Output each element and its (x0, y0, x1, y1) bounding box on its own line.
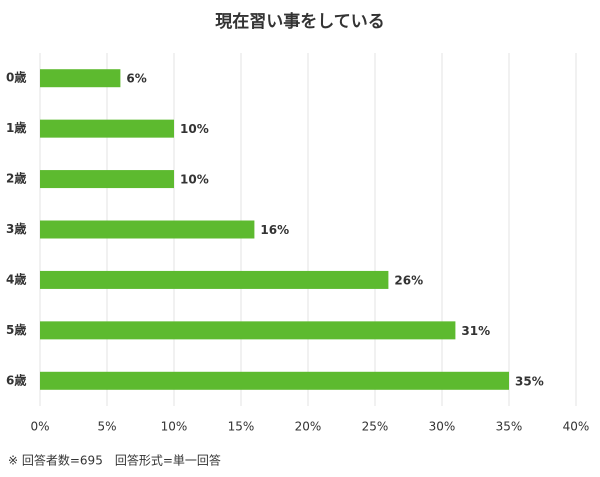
x-tick-label: 20% (295, 420, 322, 434)
value-label: 16% (260, 223, 289, 237)
y-tick-label: 6歳 (6, 372, 26, 387)
bar (40, 69, 121, 88)
chart-title: 現在習い事をしている (215, 11, 385, 32)
bar (40, 119, 174, 138)
bar (40, 321, 456, 340)
y-tick-label: 2歳 (6, 171, 26, 186)
x-tick-label: 35% (496, 420, 523, 434)
y-tick-label: 1歳 (6, 120, 26, 135)
value-label: 31% (461, 324, 490, 338)
x-tick-label: 15% (228, 420, 255, 434)
x-tick-label: 40% (563, 420, 590, 434)
value-label: 10% (180, 173, 209, 187)
x-tick-label: 25% (362, 420, 389, 434)
y-tick-label: 0歳 (6, 70, 26, 85)
bar (40, 220, 255, 239)
value-label: 10% (180, 122, 209, 136)
y-tick-label: 3歳 (6, 221, 26, 236)
footnote: ※ 回答者数=695 回答形式=単一回答 (8, 453, 221, 468)
x-tick-label: 5% (97, 420, 116, 434)
y-tick-label: 5歳 (6, 322, 26, 337)
x-tick-label: 0% (30, 420, 49, 434)
value-label: 6% (126, 72, 146, 86)
value-label: 35% (515, 374, 544, 388)
bar (40, 170, 174, 189)
x-tick-label: 30% (429, 420, 456, 434)
x-tick-label: 10% (161, 420, 188, 434)
bar (40, 371, 509, 390)
bar (40, 270, 389, 289)
value-label: 26% (394, 273, 423, 287)
y-tick-label: 4歳 (6, 271, 26, 286)
